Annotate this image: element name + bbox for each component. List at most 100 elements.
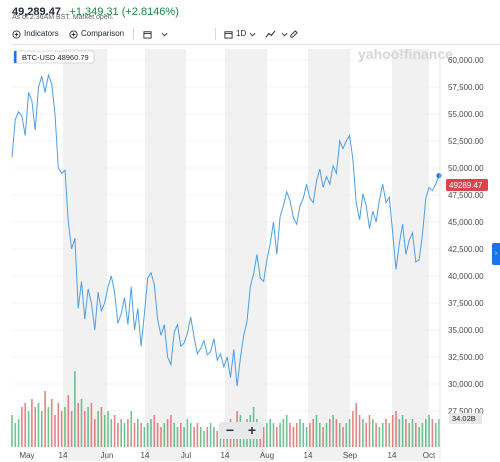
volume-bar [209,423,212,447]
volume-bar [34,407,36,447]
date-range-button[interactable] [143,26,171,42]
volume-bar [279,423,281,447]
y-axis: 60,000.00 57,500.00 55,000.00 52,500.00 50,0… [439,49,484,461]
volume-bar [358,415,361,447]
volume-bar [315,415,318,447]
volume-bar [388,423,391,447]
x-tick-label: 14 [388,451,397,460]
volume-bar [120,419,122,447]
period-band [225,49,267,461]
x-tick-label: Jul [181,451,191,460]
volume-bar [398,419,401,447]
volume-bar [322,427,324,447]
volume-bar [54,415,56,447]
current-price: 49,289.47 [12,6,61,18]
volume-bar [170,415,172,447]
price-chart[interactable]: yahoo!finance 60,000.00 57,500.00 55,000.0… [0,45,500,462]
draw-button[interactable] [289,26,301,42]
volume-bar [276,427,278,447]
volume-badge: 34.02B [449,413,482,424]
volume-bar [385,419,387,447]
quote-header: 49,289.47 +1,349.31 (+2.8146%) [12,2,179,20]
y-tick-label: 42,500.00 [448,245,484,254]
zoom-in-button[interactable]: + [247,422,257,438]
volume-bar [117,423,119,447]
comparison-button[interactable]: Comparison [69,26,124,42]
volume-bar [285,415,288,447]
volume-bar [415,423,417,447]
volume-bar [206,427,209,447]
volume-bar [428,415,430,447]
volume-bar [352,411,354,447]
volume-bar [11,415,13,447]
volume-bar [110,419,113,447]
volume-bar [77,403,79,447]
chart-type-button[interactable] [265,26,291,42]
volume-bar [193,427,195,447]
interval-button[interactable]: 1D [224,26,259,42]
volume-bar [295,423,298,447]
volume-bar [196,423,199,447]
volume-bar [146,423,149,447]
x-tick-label: Jun [101,451,114,460]
x-tick-label: Sep [343,451,358,460]
volume-bar [17,419,20,447]
volume-bar [372,419,374,447]
volume-bar [137,419,139,447]
y-tick-label: 27,500.00 [448,407,484,416]
volume-bar [64,407,66,447]
volume-bar [140,423,142,447]
interval-label: 1D [236,29,247,38]
calendar-icon [143,30,152,39]
volume-bar [425,419,427,447]
x-tick-label: 14 [141,451,150,460]
volume-bar [186,419,189,447]
volume-bar [24,403,26,447]
zoom-out-button[interactable]: − [225,422,235,438]
volume-bar [226,431,228,447]
expand-panel-tab[interactable]: › [492,243,500,265]
volume-bar [319,423,321,447]
line-chart-icon [265,30,276,37]
y-tick-label: 55,000.00 [448,110,484,119]
toolbar-separator [133,28,134,40]
volume-bar [130,411,132,447]
period-bands [63,49,429,461]
volume-bar [289,423,291,447]
volume-bar [421,423,424,447]
price-change: +1,349.31 (+2.8146%) [69,6,179,18]
volume-bar [183,427,185,447]
period-band [145,49,186,461]
volume-label: 34.02B [452,414,476,423]
indicators-button[interactable]: Indicators [12,26,59,42]
volume-bar [405,419,407,447]
chevron-down-icon [281,32,288,36]
volume-bar [107,411,109,447]
volume-bar [213,427,215,447]
volume-bar [335,419,338,447]
chevron-down-icon [249,32,256,36]
last-price-badge: 49289.47 [446,179,488,191]
x-tick-label: 14 [59,451,68,460]
volume-bar [87,407,89,447]
volume-bar [180,423,182,447]
y-tick-label: 60,000.00 [448,56,484,65]
volume-bar [67,395,70,447]
x-axis: May 14 Jun 14 Jul 14 Aug 14 Sep 14 Oct [19,451,436,460]
series-label-badge[interactable]: BTC-USD 48960.79 [13,50,95,64]
chevron-down-icon [161,32,168,36]
volume-bar [329,419,331,447]
volume-bar [266,423,268,447]
y-tick-label: 50,000.00 [448,164,484,173]
volume-bar [90,403,93,447]
volume-bar [362,419,364,447]
toolbar-divider [12,44,500,45]
volume-bar [31,399,33,447]
volume-bar [70,411,73,447]
volume-bar [282,419,285,447]
indicators-icon [12,29,21,39]
volume-bar [153,415,156,447]
volume-bar [84,411,86,447]
volume-bar [345,423,348,447]
zoom-controls: − + [219,422,263,439]
